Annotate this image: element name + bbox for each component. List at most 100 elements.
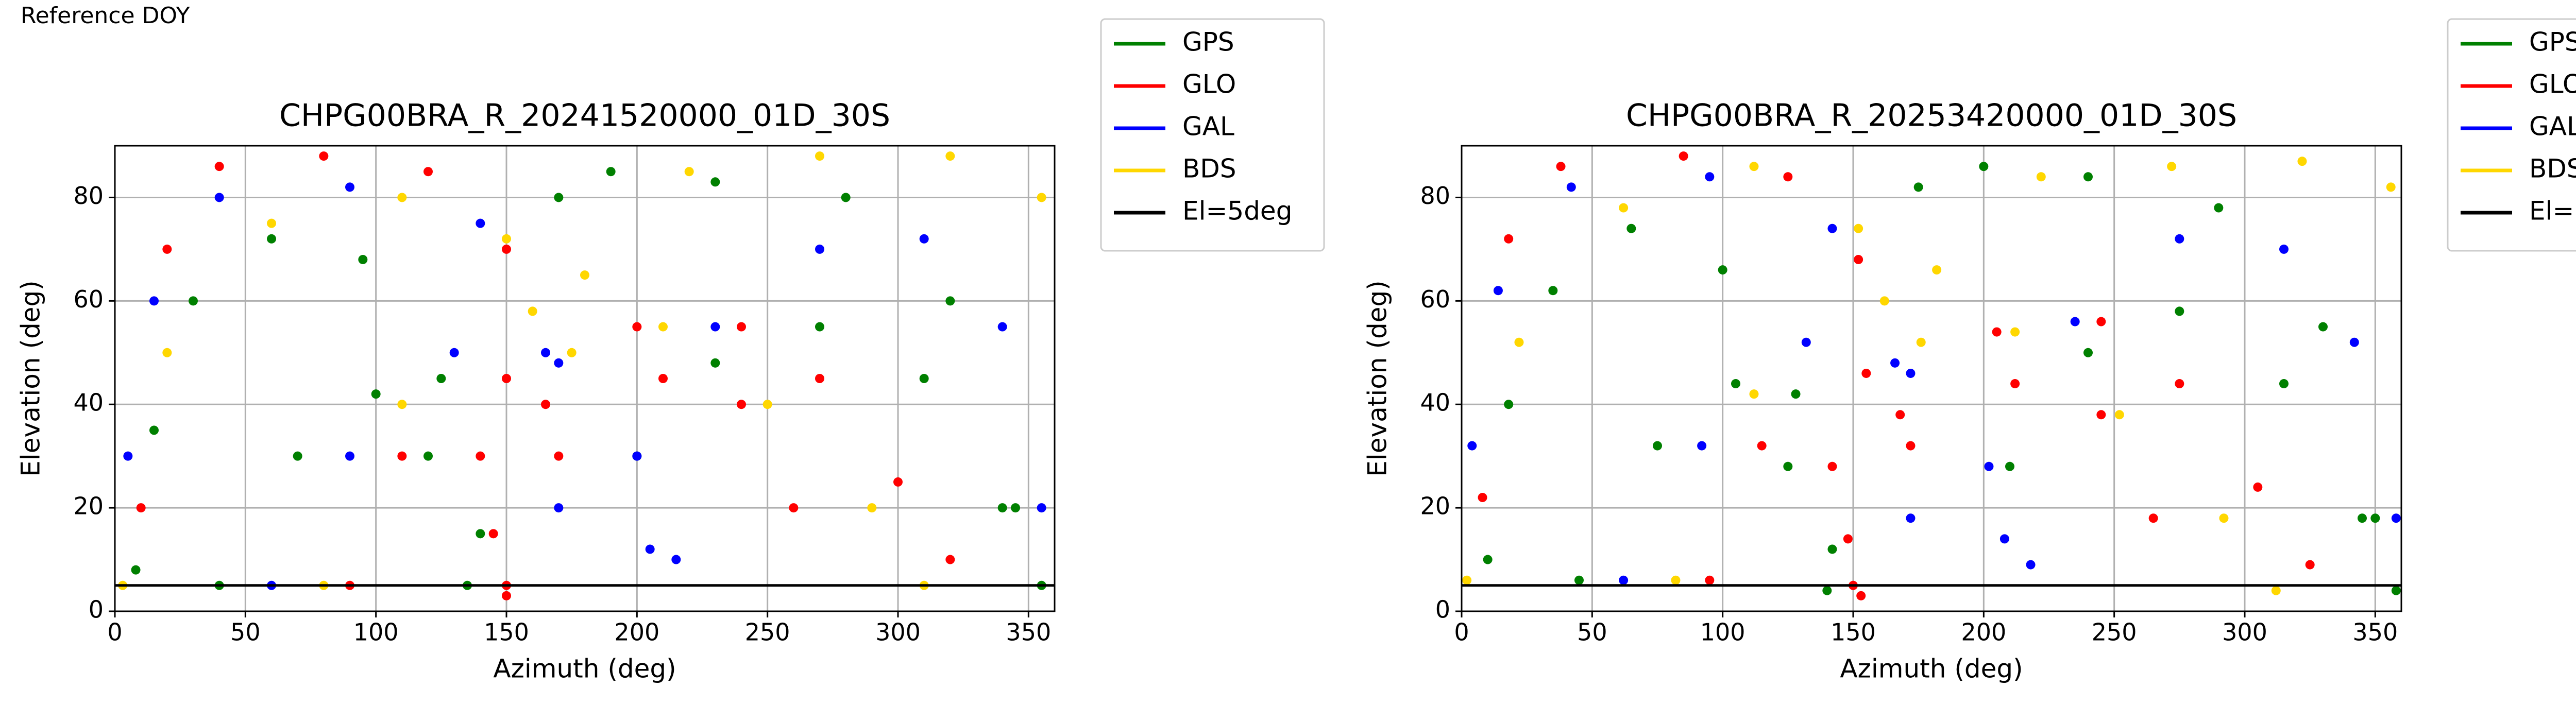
satellite-point <box>945 296 955 306</box>
satellite-point <box>1731 379 1740 389</box>
satellite-point <box>149 425 159 435</box>
satellite-point <box>632 322 642 332</box>
satellite-point <box>136 503 146 513</box>
satellite-point <box>1822 586 1832 595</box>
satellite-point <box>2026 560 2036 570</box>
satellite-point <box>1493 286 1503 296</box>
satellite-point <box>1932 265 1942 275</box>
satellite-point <box>1783 461 1793 471</box>
satellite-point <box>1827 224 1837 233</box>
satellite-point <box>671 555 681 564</box>
satellite-point <box>554 193 564 202</box>
x-tick-label: 200 <box>614 618 659 646</box>
satellite-point <box>1037 503 1046 513</box>
satellite-point <box>1984 461 1994 471</box>
legend-label: El=5deg <box>2529 196 2576 226</box>
satellite-point <box>397 451 407 461</box>
satellite-point <box>1566 182 1576 192</box>
satellite-point <box>162 244 172 254</box>
legend-box <box>2447 18 2576 252</box>
y-tick-label: 0 <box>89 596 104 624</box>
satellite-point <box>502 374 511 383</box>
satellite-point <box>919 234 929 244</box>
satellite-point <box>554 358 564 368</box>
satellite-point <box>1504 400 1514 409</box>
satellite-point <box>2297 157 2307 166</box>
y-axis-label: Elevation (deg) <box>16 280 46 476</box>
satellite-point <box>1890 358 1900 368</box>
satellite-point <box>2349 337 2359 347</box>
satellite-point <box>684 167 694 177</box>
satellite-point <box>189 296 198 306</box>
data-layer <box>115 151 1055 600</box>
satellite-point <box>436 374 446 383</box>
x-tick-label: 250 <box>2092 618 2137 646</box>
satellite-point <box>893 477 903 487</box>
satellite-point <box>2070 317 2080 326</box>
satellite-point <box>1626 224 1636 233</box>
satellite-point <box>815 151 824 161</box>
satellite-point <box>1697 441 1707 451</box>
satellite-point <box>1757 441 1767 451</box>
satellite-point <box>2214 203 2224 213</box>
plot-area <box>115 146 1055 611</box>
satellite-point <box>423 451 433 461</box>
satellite-point <box>423 167 433 177</box>
satellite-point <box>1556 162 1566 171</box>
satellite-point <box>162 348 172 357</box>
satellite-point <box>2358 513 2367 523</box>
satellite-point <box>632 451 642 461</box>
satellite-point <box>345 182 354 192</box>
y-tick-label: 60 <box>1420 285 1450 313</box>
satellite-point <box>267 234 276 244</box>
satellite-point <box>2036 172 2046 182</box>
legend-label: BDS <box>2529 154 2576 184</box>
y-axis-label: Elevation (deg) <box>1363 280 1393 476</box>
satellite-point <box>2219 513 2229 523</box>
x-tick-label: 100 <box>1700 618 1745 646</box>
x-axis-label: Azimuth (deg) <box>493 654 676 684</box>
y-tick-label: 0 <box>1435 596 1450 624</box>
satellite-point <box>358 254 368 264</box>
satellite-point <box>1749 389 1759 399</box>
legend-label: GPS <box>2529 27 2576 57</box>
satellite-point <box>214 193 224 202</box>
satellite-point <box>1718 265 1727 275</box>
satellite-point <box>710 177 720 187</box>
satellite-point <box>1749 162 1759 171</box>
x-tick-label: 100 <box>353 618 399 646</box>
satellite-point <box>1548 286 1558 296</box>
x-tick-label: 50 <box>1577 618 1607 646</box>
x-axis-label: Azimuth (deg) <box>1840 654 2023 684</box>
x-tick-label: 250 <box>745 618 790 646</box>
satellite-point <box>1705 172 1715 182</box>
satellite-point <box>580 270 589 280</box>
satellite-point <box>541 348 550 357</box>
satellite-point <box>945 151 955 161</box>
satellite-point <box>1913 182 1923 192</box>
x-tick-label: 350 <box>1006 618 1051 646</box>
satellite-point <box>345 451 354 461</box>
axes-frame <box>114 145 1056 612</box>
satellite-point <box>2305 560 2315 570</box>
legend-label: GPS <box>1182 27 1234 57</box>
satellite-point <box>1514 337 1524 347</box>
y-tick-label: 20 <box>73 492 104 520</box>
satellite-point <box>502 244 511 254</box>
data-layer <box>1462 151 2401 600</box>
satellite-point <box>149 296 159 306</box>
legend-label: BDS <box>1182 154 1236 184</box>
satellite-point <box>841 193 851 202</box>
satellite-point <box>2010 379 2020 389</box>
satellite-point <box>1671 575 1681 585</box>
satellite-point <box>1705 575 1715 585</box>
satellite-point <box>2318 322 2328 332</box>
satellite-point <box>1011 503 1020 513</box>
satellite-point <box>815 322 824 332</box>
x-tick-label: 350 <box>2352 618 2398 646</box>
satellite-point <box>1783 172 1793 182</box>
satellite-point <box>2279 244 2289 254</box>
satellite-point <box>2148 513 2158 523</box>
satellite-point <box>867 503 877 513</box>
